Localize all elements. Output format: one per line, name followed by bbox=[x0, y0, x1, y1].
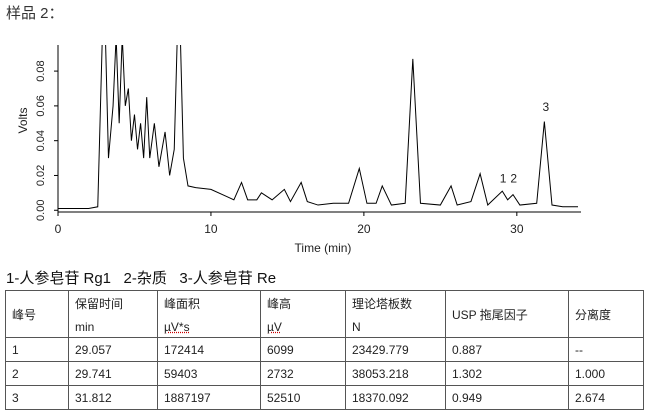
header-text: 峰号 bbox=[12, 307, 37, 322]
data-cell: 2732 bbox=[260, 361, 346, 386]
header-text: µV*s bbox=[164, 319, 190, 334]
x-tick-label: 0 bbox=[55, 222, 62, 236]
data-cell: 1887197 bbox=[157, 385, 261, 410]
header-text: 峰面积 bbox=[164, 296, 201, 311]
y-tick-label: 0.08 bbox=[35, 60, 47, 81]
data-cell: 0.887 bbox=[445, 337, 569, 362]
data-cell: 1.302 bbox=[445, 361, 569, 386]
data-cell: 52510 bbox=[260, 385, 346, 410]
header-cell: 理论塔板数 N bbox=[345, 290, 446, 338]
data-row: 3 31.812 1887197 52510 18370.092 0.949 2.674 bbox=[5, 385, 644, 410]
data-cell: 6099 bbox=[260, 337, 346, 362]
data-cell: 59403 bbox=[157, 361, 261, 386]
peak-label: 2 bbox=[510, 171, 517, 185]
header-text: min bbox=[75, 319, 95, 334]
header-cell: 保留时间 min bbox=[68, 290, 158, 338]
data-cell: 2 bbox=[5, 361, 69, 386]
data-row: 1 29.057 172414 6099 23429.779 0.887 -- bbox=[5, 337, 644, 362]
data-cell: 29.057 bbox=[68, 337, 158, 362]
data-cell: 1 bbox=[5, 337, 69, 362]
y-tick-label: 0.06 bbox=[35, 95, 47, 116]
results-table: 峰号 保留时间 min 峰面积 µV*s 峰高 µV 理论塔板数 N USP 拖尾因子 分离度 1 29… bbox=[5, 290, 644, 410]
header-text: µV bbox=[267, 319, 282, 334]
data-cell: 2.674 bbox=[568, 385, 644, 410]
x-tick-label: 30 bbox=[510, 222, 524, 236]
data-row: 2 29.741 59403 2732 38053.218 1.302 1.000 bbox=[5, 361, 644, 386]
header-row: 峰号 保留时间 min 峰面积 µV*s 峰高 µV 理论塔板数 N USP 拖尾因子 分离度 bbox=[5, 290, 644, 338]
header-cell: 分离度 bbox=[568, 290, 644, 338]
peak-label: 3 bbox=[543, 100, 550, 114]
header-cell: 峰面积 µV*s bbox=[157, 290, 261, 338]
sample-title: 样品 2： bbox=[6, 5, 64, 22]
data-cell: 38053.218 bbox=[345, 361, 446, 386]
y-tick-label: 0.04 bbox=[35, 130, 47, 151]
data-cell: -- bbox=[568, 337, 644, 362]
data-cell: 31.812 bbox=[68, 385, 158, 410]
data-cell: 18370.092 bbox=[345, 385, 446, 410]
data-cell: 172414 bbox=[157, 337, 261, 362]
x-tick-label: 10 bbox=[204, 222, 218, 236]
data-cell: 1.000 bbox=[568, 361, 644, 386]
peak-legend: 1-人参皂苷 Rg1 2-杂质 3-人参皂苷 Re bbox=[6, 270, 277, 287]
header-text: 峰高 bbox=[267, 296, 292, 311]
data-cell: 3 bbox=[5, 385, 69, 410]
header-cell: 峰号 bbox=[5, 290, 69, 338]
x-axis-label: Time (min) bbox=[295, 241, 352, 255]
header-text: 分离度 bbox=[575, 307, 612, 322]
chromatogram: 0.00 0.02 0.04 0.06 0.08 0 10 20 30 Volts Time (mi… bbox=[16, 45, 581, 255]
header-cell: 峰高 µV bbox=[260, 290, 346, 338]
header-text: 理论塔板数 bbox=[352, 296, 413, 311]
header-text: USP 拖尾因子 bbox=[452, 307, 528, 322]
header-text: N bbox=[352, 319, 361, 334]
peak-label: 1 bbox=[500, 171, 507, 185]
header-text: 保留时间 bbox=[75, 296, 124, 311]
data-cell: 23429.779 bbox=[345, 337, 446, 362]
chromatogram-trace bbox=[58, 45, 578, 210]
data-cell: 0.949 bbox=[445, 385, 569, 410]
y-tick-label: 0.00 bbox=[35, 200, 47, 221]
data-cell: 29.741 bbox=[68, 361, 158, 386]
header-cell: USP 拖尾因子 bbox=[445, 290, 569, 338]
y-axis-label: Volts bbox=[16, 107, 30, 133]
y-tick-label: 0.02 bbox=[35, 165, 47, 186]
x-tick-label: 20 bbox=[357, 222, 371, 236]
